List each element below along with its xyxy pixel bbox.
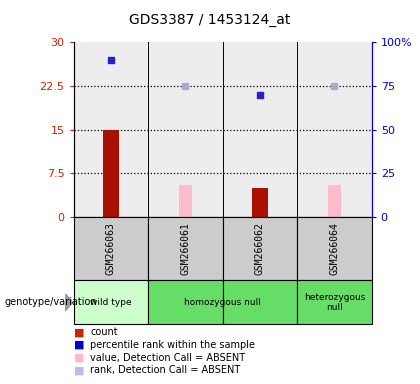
Text: GSM266063: GSM266063 (106, 222, 116, 275)
Bar (148, 42, 223, 217)
Bar (74, 42, 148, 217)
Point (331, 83, 338, 89)
Text: homozygous null: homozygous null (184, 298, 261, 307)
Point (182, 83, 189, 89)
Bar (253, 188, 267, 217)
Point (257, 92, 263, 98)
Bar (178, 185, 192, 217)
Bar (74, 280, 148, 324)
Text: value, Detection Call = ABSENT: value, Detection Call = ABSENT (90, 353, 245, 362)
Text: rank, Detection Call = ABSENT: rank, Detection Call = ABSENT (90, 365, 241, 375)
Text: heterozygous
null: heterozygous null (304, 293, 365, 312)
Bar (328, 185, 341, 217)
Bar (223, 42, 297, 217)
Text: genotype/variation: genotype/variation (4, 297, 97, 308)
Text: GSM266064: GSM266064 (329, 222, 339, 275)
Bar (102, 130, 119, 217)
Bar (297, 42, 372, 217)
Bar (223, 217, 297, 280)
Text: GDS3387 / 1453124_at: GDS3387 / 1453124_at (129, 13, 291, 27)
Text: ■: ■ (74, 340, 84, 350)
Text: ■: ■ (74, 365, 84, 375)
Polygon shape (65, 293, 73, 311)
Text: ■: ■ (74, 327, 84, 337)
Bar (223, 280, 297, 324)
Bar (297, 280, 372, 324)
Bar (148, 217, 223, 280)
Text: wild type: wild type (90, 298, 131, 307)
Text: GSM266061: GSM266061 (180, 222, 190, 275)
Text: ■: ■ (74, 353, 84, 362)
Bar (148, 280, 223, 324)
Bar (252, 188, 268, 217)
Text: count: count (90, 327, 118, 337)
Bar (74, 217, 148, 280)
Text: GSM266062: GSM266062 (255, 222, 265, 275)
Point (108, 56, 114, 63)
Bar (297, 217, 372, 280)
Text: percentile rank within the sample: percentile rank within the sample (90, 340, 255, 350)
